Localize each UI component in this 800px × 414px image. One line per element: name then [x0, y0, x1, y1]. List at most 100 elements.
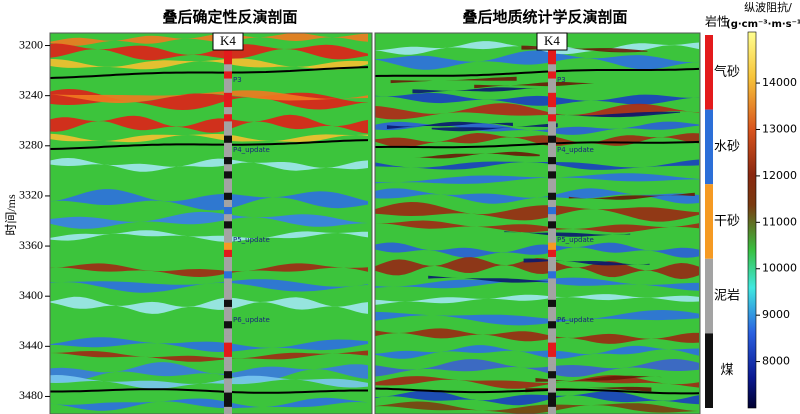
well-log-segment — [548, 199, 556, 208]
well-log-segment — [548, 314, 556, 322]
well-log-segment — [224, 392, 232, 401]
y-tick-label: 3200 — [19, 37, 43, 51]
seismic-event — [50, 350, 368, 362]
horizon-label: P5_update — [557, 236, 594, 244]
seismic-event — [375, 328, 699, 344]
seismic-event — [50, 279, 368, 293]
well-log-segment — [224, 271, 232, 279]
well-log-segment — [548, 221, 556, 229]
well-log-segment — [224, 107, 232, 115]
well-log-segment — [548, 256, 556, 265]
lithology-swatch — [705, 258, 713, 334]
well-log-segment — [224, 92, 232, 101]
seismic-event — [375, 50, 699, 70]
lithology-swatch — [705, 109, 713, 185]
seismic-event — [568, 192, 695, 200]
horizon-label: P5_update — [233, 236, 270, 244]
y-tick-label: 3360 — [19, 238, 43, 252]
well-log-segment — [548, 142, 556, 151]
well-log-segment — [548, 292, 556, 301]
colorbar-title: 纵波阻抗/ — [744, 0, 792, 14]
lithology-title: 岩性 — [705, 14, 729, 29]
seismic-event — [474, 82, 601, 89]
well-log-segment — [548, 271, 556, 279]
well-log-segment — [548, 335, 556, 344]
well-log-segment — [548, 306, 556, 315]
well-log-segment — [224, 306, 232, 315]
well-log-segment — [224, 406, 232, 414]
well-log-segment — [224, 214, 232, 222]
well-log-segment — [548, 378, 556, 386]
well-log-segment — [548, 321, 556, 329]
well-log-segment — [548, 399, 556, 408]
well-log-segment — [224, 349, 232, 358]
well-log-segment — [224, 221, 232, 229]
well-log-segment — [224, 114, 232, 122]
seismic-event — [375, 257, 699, 279]
well-log-segment — [224, 292, 232, 301]
well-log-segment — [548, 264, 556, 272]
colorbar-tick-label: 14000 — [762, 76, 797, 89]
seismic-event — [375, 294, 699, 305]
seismic-event — [375, 359, 699, 377]
seismic-event — [375, 188, 699, 204]
seismic-event — [375, 92, 699, 106]
well-log-segment — [548, 185, 556, 194]
well-log-segment — [548, 128, 556, 137]
lithology-swatch — [705, 184, 713, 259]
well-log-segment — [548, 99, 556, 108]
seismic-event — [50, 296, 368, 314]
seismic-event — [50, 263, 368, 277]
horizon-label: P4_update — [233, 146, 270, 154]
seismic-event — [375, 220, 699, 233]
horizon-label: P3 — [557, 76, 566, 84]
well-log-segment — [224, 385, 232, 394]
lithology-label: 干砂 — [714, 214, 740, 229]
panel-title: 叠后确定性反演剖面 — [162, 8, 297, 26]
well-log-segment — [224, 149, 232, 158]
lithology-swatch — [705, 35, 713, 110]
seismic-event — [521, 45, 648, 53]
well-log-segment — [224, 57, 232, 65]
y-tick-label: 3240 — [19, 87, 43, 101]
horizon-label: P6_update — [233, 316, 270, 324]
lithology-label: 水砂 — [714, 139, 740, 154]
seismic-event — [50, 114, 368, 134]
seismic-event — [523, 258, 650, 266]
well-log-segment — [224, 278, 232, 287]
well-log-segment — [224, 185, 232, 194]
well-log-segment — [548, 107, 556, 115]
well-log-segment — [224, 207, 232, 215]
seismic-event — [375, 173, 699, 184]
well-log-segment — [224, 335, 232, 344]
colorbar-tick-label: 13000 — [762, 122, 797, 135]
seismic-event — [386, 121, 513, 129]
well-log-segment — [224, 50, 232, 58]
horizon-label: P4_update — [557, 146, 594, 154]
well-log-segment — [224, 157, 232, 165]
well-log-segment — [548, 349, 556, 358]
well-log-segment — [224, 342, 232, 351]
well-log-segment — [224, 399, 232, 408]
seismic-event — [431, 123, 558, 132]
seismic-event — [375, 202, 699, 222]
well-log-segment — [548, 114, 556, 122]
well-log-segment — [224, 85, 232, 94]
seismic-event — [50, 58, 368, 70]
seismic-event — [375, 390, 699, 406]
well-log-segment — [224, 164, 232, 172]
well-log-segment — [224, 99, 232, 108]
well-log-segment — [224, 249, 232, 258]
well-log-segment — [548, 342, 556, 351]
seismic-event — [50, 133, 368, 143]
well-log-segment — [548, 385, 556, 394]
seismic-event — [50, 189, 368, 211]
well-log-segment — [224, 135, 232, 144]
seismic-event — [50, 33, 368, 46]
horizon-label: P3 — [233, 76, 242, 84]
well-log-segment — [548, 64, 556, 72]
horizon-line — [50, 66, 369, 79]
well-log-segment — [548, 71, 556, 80]
seismic-event — [554, 111, 681, 118]
seismic-event — [390, 76, 517, 84]
